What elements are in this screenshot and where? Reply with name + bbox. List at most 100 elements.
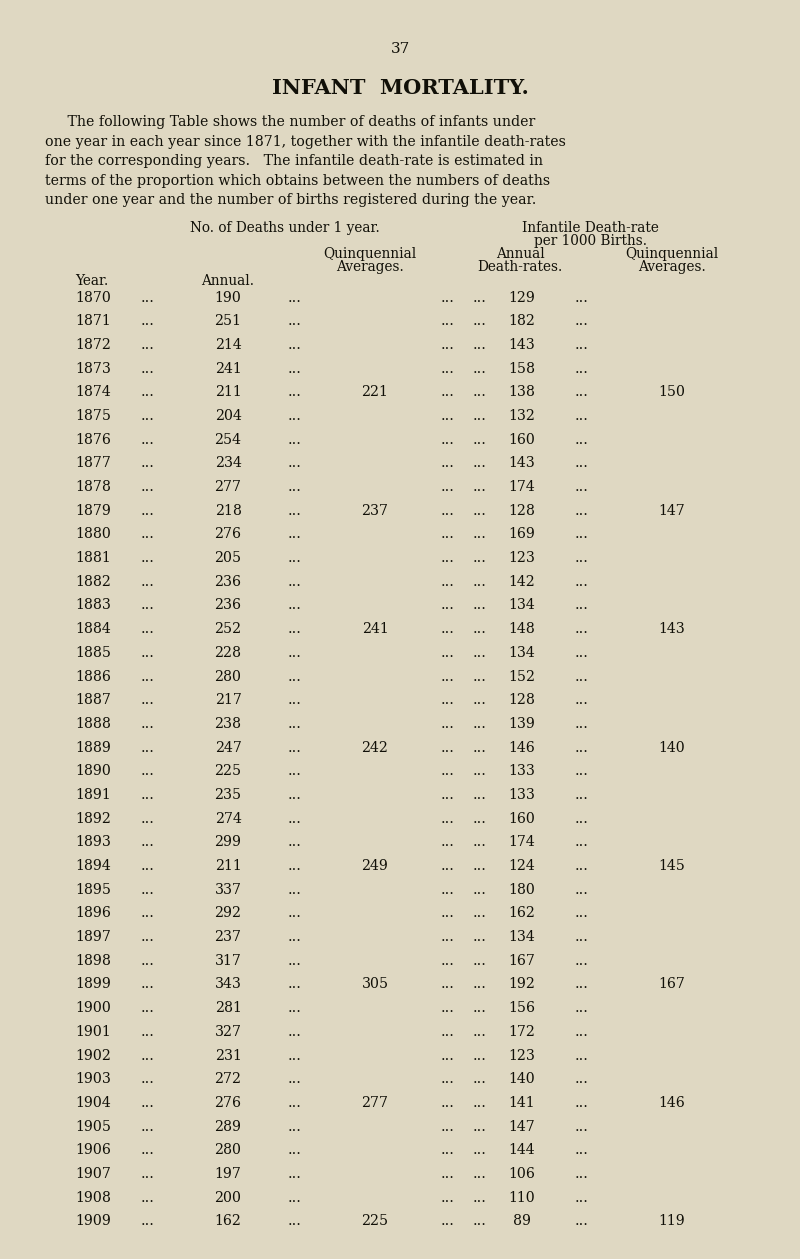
Text: 124: 124	[509, 859, 535, 872]
Text: ...: ...	[141, 788, 155, 802]
Text: ...: ...	[575, 740, 589, 754]
Text: ...: ...	[441, 930, 455, 944]
Text: ...: ...	[141, 433, 155, 447]
Text: ...: ...	[473, 1073, 487, 1087]
Text: ...: ...	[141, 716, 155, 731]
Text: 143: 143	[509, 456, 535, 471]
Text: 1886: 1886	[75, 670, 111, 684]
Text: ...: ...	[141, 528, 155, 541]
Text: ...: ...	[141, 694, 155, 708]
Text: 218: 218	[214, 504, 242, 517]
Text: 225: 225	[362, 1215, 389, 1229]
Text: 1894: 1894	[75, 859, 110, 872]
Text: ...: ...	[473, 859, 487, 872]
Text: ...: ...	[288, 598, 302, 612]
Text: 132: 132	[509, 409, 535, 423]
Text: ...: ...	[288, 1025, 302, 1039]
Text: ...: ...	[575, 835, 589, 850]
Text: ...: ...	[473, 646, 487, 660]
Text: 1882: 1882	[75, 575, 111, 589]
Text: 160: 160	[509, 812, 535, 826]
Text: ...: ...	[288, 977, 302, 991]
Text: 1880: 1880	[75, 528, 111, 541]
Text: 241: 241	[214, 361, 242, 375]
Text: ...: ...	[441, 528, 455, 541]
Text: ...: ...	[141, 551, 155, 565]
Text: ...: ...	[441, 1025, 455, 1039]
Text: 1896: 1896	[75, 906, 111, 920]
Text: ...: ...	[441, 551, 455, 565]
Text: 140: 140	[658, 740, 686, 754]
Text: ...: ...	[441, 694, 455, 708]
Text: 289: 289	[214, 1119, 242, 1133]
Text: ...: ...	[575, 1095, 589, 1110]
Text: 1904: 1904	[75, 1095, 110, 1110]
Text: ...: ...	[288, 1073, 302, 1087]
Text: ...: ...	[575, 977, 589, 991]
Text: ...: ...	[288, 646, 302, 660]
Text: 167: 167	[509, 954, 535, 968]
Text: 1883: 1883	[75, 598, 111, 612]
Text: 162: 162	[214, 1215, 242, 1229]
Text: ...: ...	[473, 906, 487, 920]
Text: 1872: 1872	[75, 337, 111, 351]
Text: ...: ...	[473, 456, 487, 471]
Text: ...: ...	[575, 1073, 589, 1087]
Text: 1900: 1900	[75, 1001, 111, 1015]
Text: 211: 211	[214, 859, 242, 872]
Text: ...: ...	[141, 409, 155, 423]
Text: 190: 190	[214, 291, 242, 305]
Text: ...: ...	[441, 716, 455, 731]
Text: 133: 133	[509, 788, 535, 802]
Text: 1903: 1903	[75, 1073, 111, 1087]
Text: 129: 129	[509, 291, 535, 305]
Text: ...: ...	[575, 716, 589, 731]
Text: 133: 133	[509, 764, 535, 778]
Text: ...: ...	[141, 622, 155, 636]
Text: ...: ...	[473, 622, 487, 636]
Text: ...: ...	[441, 622, 455, 636]
Text: 1881: 1881	[75, 551, 110, 565]
Text: ...: ...	[288, 835, 302, 850]
Text: ...: ...	[141, 954, 155, 968]
Text: ...: ...	[141, 812, 155, 826]
Text: ...: ...	[473, 551, 487, 565]
Text: ...: ...	[575, 1049, 589, 1063]
Text: ...: ...	[441, 361, 455, 375]
Text: ...: ...	[141, 883, 155, 896]
Text: ...: ...	[288, 1001, 302, 1015]
Text: 89: 89	[513, 1215, 531, 1229]
Text: ...: ...	[473, 291, 487, 305]
Text: 221: 221	[362, 385, 389, 399]
Text: ...: ...	[288, 551, 302, 565]
Text: ...: ...	[473, 835, 487, 850]
Text: 143: 143	[509, 337, 535, 351]
Text: ...: ...	[575, 480, 589, 494]
Text: 119: 119	[658, 1215, 686, 1229]
Text: ...: ...	[441, 409, 455, 423]
Text: 228: 228	[214, 646, 242, 660]
Text: 167: 167	[658, 977, 686, 991]
Text: ...: ...	[575, 622, 589, 636]
Text: ...: ...	[473, 528, 487, 541]
Text: 1875: 1875	[75, 409, 111, 423]
Text: 236: 236	[214, 598, 242, 612]
Text: 141: 141	[509, 1095, 535, 1110]
Text: 174: 174	[509, 835, 535, 850]
Text: ...: ...	[441, 764, 455, 778]
Text: Year.: Year.	[75, 273, 108, 287]
Text: ...: ...	[575, 291, 589, 305]
Text: ...: ...	[575, 1143, 589, 1157]
Text: 277: 277	[362, 1095, 389, 1110]
Text: ...: ...	[473, 764, 487, 778]
Text: ...: ...	[141, 835, 155, 850]
Text: 1898: 1898	[75, 954, 111, 968]
Text: ...: ...	[441, 670, 455, 684]
Text: ...: ...	[473, 930, 487, 944]
Text: ...: ...	[575, 646, 589, 660]
Text: ...: ...	[141, 337, 155, 351]
Text: ...: ...	[141, 1095, 155, 1110]
Text: ...: ...	[441, 835, 455, 850]
Text: 238: 238	[214, 716, 242, 731]
Text: 142: 142	[509, 575, 535, 589]
